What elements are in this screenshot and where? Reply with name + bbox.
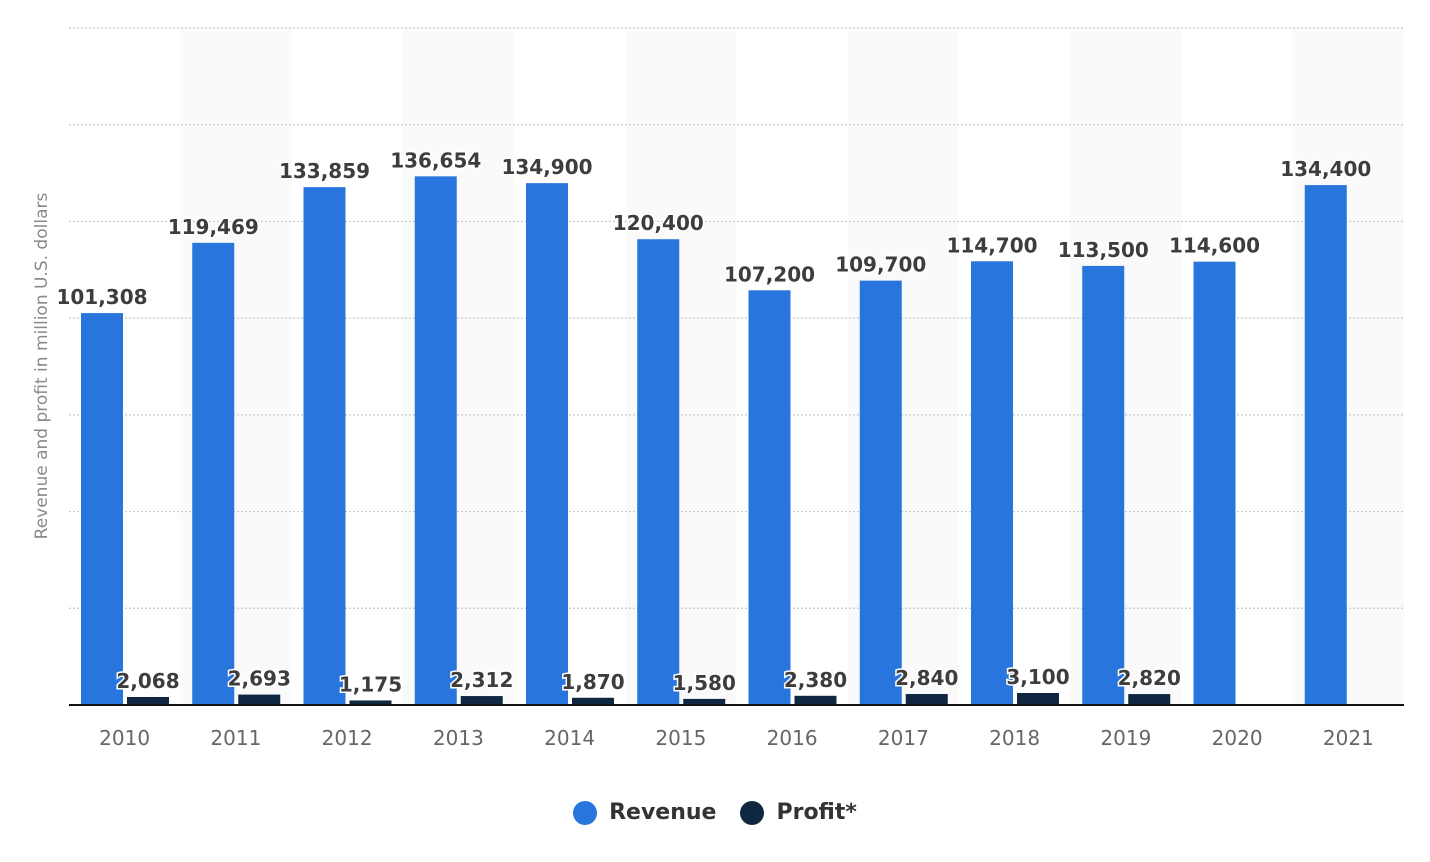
bar-profit [460, 696, 503, 705]
x-tick-label: 2010 [99, 726, 150, 750]
y-axis-label: Revenue and profit in million U.S. dolla… [32, 192, 52, 540]
data-label-revenue: 113,500 [1058, 238, 1149, 262]
legend-marker-revenue [573, 800, 598, 825]
data-label-profit: 1,580 [673, 671, 736, 695]
x-tick-label: 2011 [210, 726, 261, 750]
bar-revenue [1193, 261, 1236, 705]
bar-revenue [526, 183, 568, 706]
data-label-revenue: 120,400 [613, 211, 704, 235]
bar-revenue [971, 261, 1013, 705]
bar-revenue [859, 280, 902, 705]
bar-profit [238, 694, 281, 705]
legend-marker-profit [740, 800, 765, 825]
x-tick-label: 2014 [544, 726, 595, 750]
data-label-profit: 3,100 [1006, 665, 1069, 689]
x-tick-label: 2020 [1212, 726, 1263, 750]
data-label-revenue: 134,400 [1280, 157, 1371, 181]
data-label-revenue: 133,859 [279, 159, 370, 183]
bar-revenue [81, 313, 123, 705]
data-label-revenue: 136,654 [390, 148, 481, 172]
x-tick-label: 2017 [878, 726, 929, 750]
data-label-profit: 1,870 [561, 670, 624, 694]
data-label-revenue: 114,600 [1169, 234, 1260, 258]
data-label-revenue: 101,308 [56, 285, 147, 309]
bar-revenue [748, 290, 791, 705]
bar-profit [349, 700, 392, 705]
bar-profit [905, 694, 948, 705]
bar-profit [1017, 693, 1059, 705]
legend: Revenue Profit* [0, 800, 1430, 825]
bar-profit [572, 697, 614, 705]
legend-label-revenue: Revenue [609, 800, 717, 825]
bar-profit [127, 696, 169, 705]
bar-revenue [1082, 265, 1125, 705]
data-label-profit: 2,840 [895, 666, 958, 690]
bar-profit [794, 695, 837, 705]
bar-revenue [303, 187, 346, 706]
data-label-profit: 2,068 [116, 669, 179, 693]
data-label-profit: 2,820 [1118, 666, 1181, 690]
x-tick-label: 2018 [989, 726, 1040, 750]
data-label-profit: 2,312 [450, 668, 513, 692]
data-label-profit: 1,175 [339, 672, 402, 696]
x-tick-label: 2015 [655, 726, 706, 750]
data-label-revenue: 114,700 [946, 233, 1037, 257]
x-tick-label: 2019 [1100, 726, 1151, 750]
data-label-revenue: 107,200 [724, 262, 815, 286]
x-tick-label: 2016 [767, 726, 818, 750]
data-label-revenue: 134,900 [501, 155, 592, 179]
x-tick-label: 2012 [322, 726, 373, 750]
data-label-profit: 2,380 [784, 668, 847, 692]
x-tick-label: 2013 [433, 726, 484, 750]
legend-item-revenue[interactable]: Revenue [573, 800, 716, 825]
bar-profit [1128, 694, 1171, 705]
bar-profit [683, 698, 726, 705]
data-label-profit: 2,693 [228, 667, 291, 691]
bar-revenue [1304, 185, 1347, 706]
data-label-revenue: 109,700 [835, 253, 926, 277]
x-tick-label: 2021 [1323, 726, 1374, 750]
legend-label-profit: Profit* [776, 800, 857, 825]
bar-revenue [414, 176, 457, 705]
bar-revenue [192, 242, 235, 706]
data-label-revenue: 119,469 [168, 215, 259, 239]
bar-revenue [637, 239, 680, 705]
legend-item-profit[interactable]: Profit* [740, 800, 857, 825]
